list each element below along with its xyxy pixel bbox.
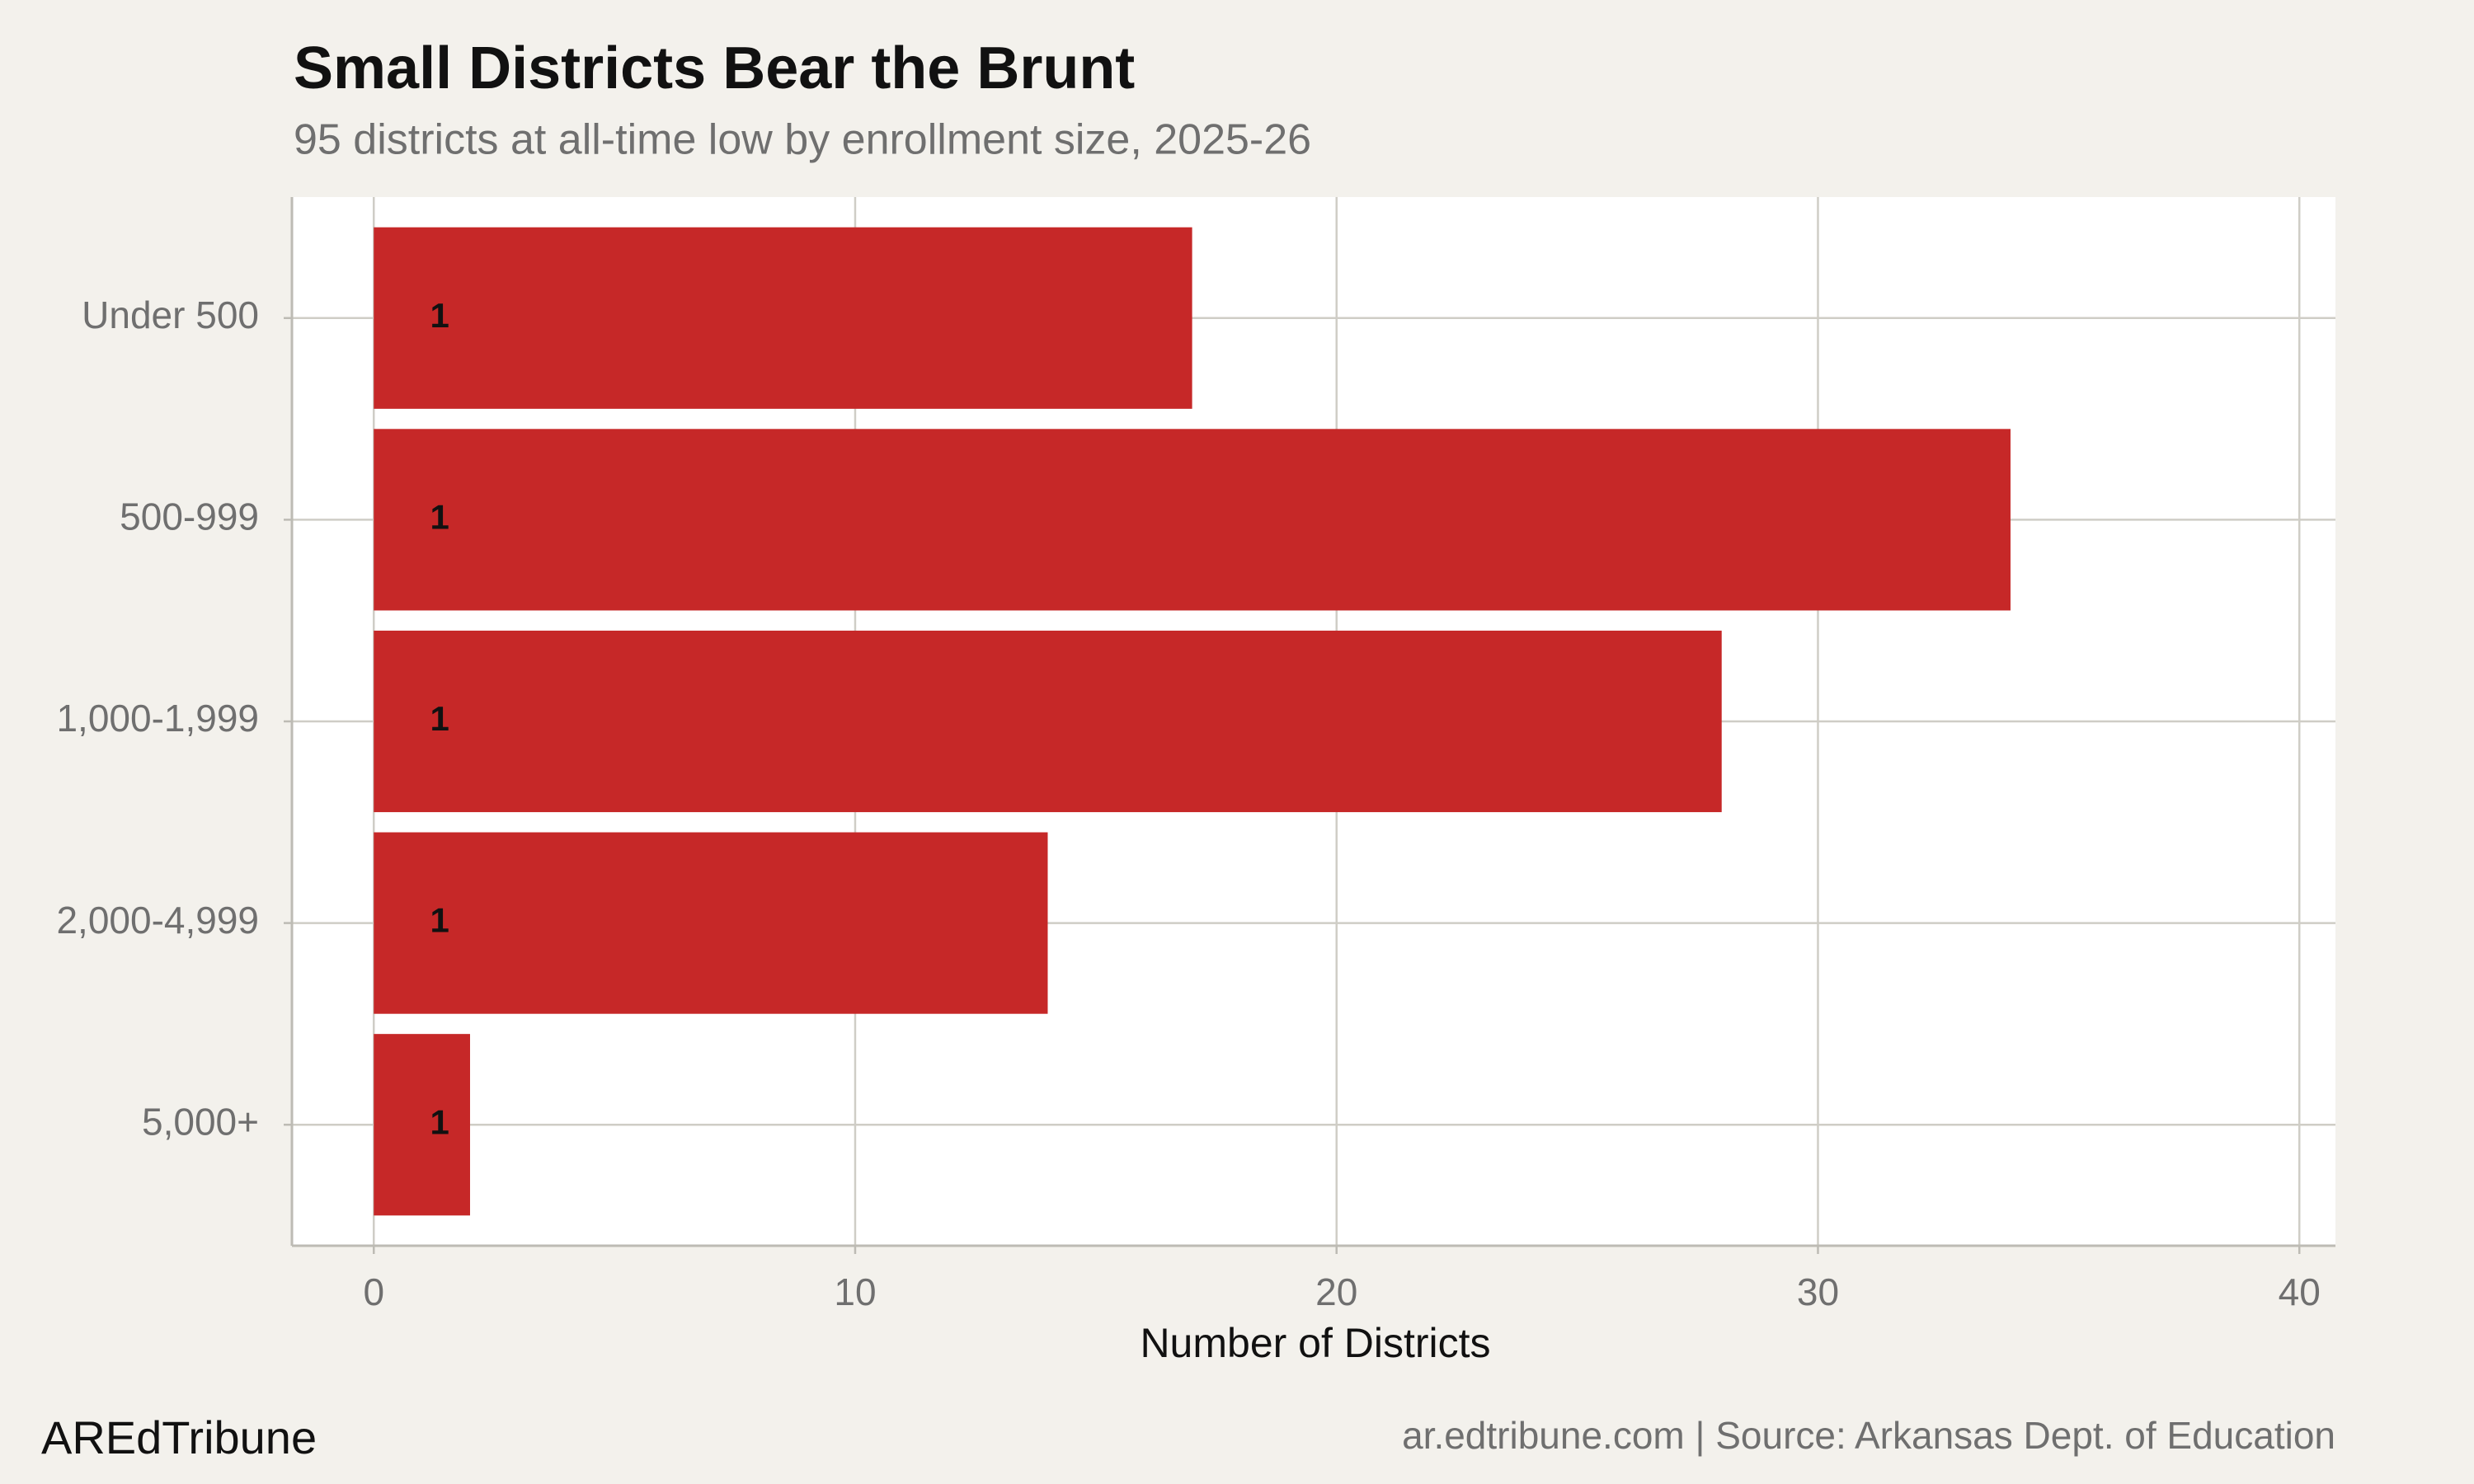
x-tick-label: 40 [2279, 1270, 2321, 1313]
bar-label: 1 [430, 1102, 449, 1141]
bar [374, 429, 2011, 611]
bar [374, 1034, 470, 1216]
y-tick-label: Under 500 [82, 294, 259, 336]
bar-label: 1 [430, 901, 449, 940]
bar-label: 1 [430, 699, 449, 738]
y-tick-label: 500-999 [120, 495, 259, 538]
bar [374, 227, 1192, 409]
y-tick-label: 1,000-1,999 [56, 697, 259, 740]
chart-subtitle: 95 districts at all-time low by enrollme… [294, 116, 1311, 164]
bar [374, 630, 1722, 813]
x-axis-title: Number of Districts [1140, 1320, 1490, 1366]
y-tick-label: 2,000-4,999 [56, 899, 259, 942]
x-tick-label: 20 [1315, 1270, 1357, 1313]
bar-label: 1 [430, 296, 449, 335]
bar [374, 832, 1048, 1014]
source-note: ar.edtribune.com | Source: Arkansas Dept… [1402, 1414, 2335, 1457]
bar-label: 1 [430, 497, 449, 536]
x-tick-label: 10 [834, 1270, 876, 1313]
y-tick-label: 5,000+ [142, 1100, 259, 1143]
brand: AREdTribune [41, 1411, 317, 1463]
x-tick-label: 30 [1797, 1270, 1839, 1313]
x-tick-label: 0 [363, 1270, 384, 1313]
chart-title: Small Districts Bear the Brunt [294, 35, 1135, 101]
